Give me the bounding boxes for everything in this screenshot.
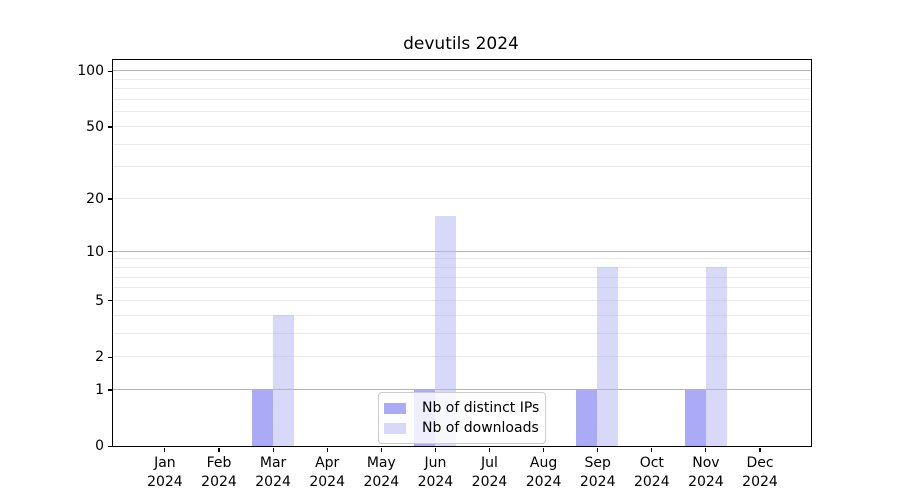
bar-downloads-mar (272, 315, 294, 446)
gridline-minor (113, 356, 811, 358)
x-tick-jan (164, 447, 166, 452)
y-tick-5 (108, 300, 112, 302)
x-tick-mar (272, 447, 274, 452)
x-tick-label-dec: Dec 2024 (742, 455, 778, 490)
gridline-minor (113, 287, 811, 289)
y-tick-10 (108, 250, 112, 253)
gridline-major (113, 250, 811, 252)
legend-item-downloads: Nb of downloads (384, 418, 539, 438)
x-tick-label-apr: Apr 2024 (309, 455, 345, 490)
y-tick-2 (108, 356, 112, 358)
y-tick-label-10: 10 (86, 243, 104, 260)
gridline-minor (113, 126, 811, 127)
x-tick-label-feb: Feb 2024 (201, 455, 237, 490)
legend-label-downloads: Nb of downloads (422, 420, 539, 436)
x-tick-may (380, 447, 382, 452)
gridline-minor (113, 78, 811, 80)
x-tick-dec (759, 447, 761, 452)
gridline-minor (113, 166, 811, 168)
x-tick-label-sep: Sep 2024 (579, 455, 616, 490)
bar-downloads-jun (435, 215, 456, 446)
legend-label-distinct-ips: Nb of distinct IPs (422, 400, 540, 416)
x-tick-sep (597, 447, 599, 452)
legend: Nb of distinct IPs Nb of downloads (378, 392, 547, 444)
x-tick-label-may: May 2024 (363, 455, 400, 490)
y-tick-label-0: 0 (95, 438, 104, 455)
bar-distinct-ips-sep (576, 389, 598, 446)
plot-area (112, 59, 812, 447)
x-tick-apr (326, 447, 328, 452)
gridline-minor (113, 276, 811, 278)
x-tick-aug (543, 447, 545, 452)
gridline-minor (113, 99, 811, 101)
y-tick-20 (108, 198, 112, 200)
legend-swatch-distinct-ips (384, 402, 406, 414)
y-tick-50 (108, 126, 112, 128)
gridline-minor (113, 314, 811, 316)
legend-swatch-downloads (384, 422, 406, 434)
x-tick-label-nov: Nov 2024 (688, 455, 724, 490)
gridline-minor (113, 332, 811, 334)
legend-item-distinct-ips: Nb of distinct IPs (384, 398, 539, 418)
x-tick-label-oct: Oct 2024 (633, 455, 670, 490)
x-tick-label-jan: Jan 2024 (147, 455, 183, 490)
gridline-minor (113, 266, 811, 268)
bar-downloads-sep (597, 267, 619, 446)
y-tick-label-20: 20 (86, 191, 104, 207)
bar-downloads-nov (705, 267, 727, 446)
x-tick-label-jun: Jun 2024 (417, 455, 454, 490)
gridline-minor (113, 111, 811, 113)
y-tick-label-1: 1 (95, 382, 104, 399)
y-tick-0 (108, 445, 112, 447)
x-tick-label-aug: Aug 2024 (525, 455, 562, 490)
gridline-minor (113, 198, 811, 200)
y-tick-1 (108, 389, 112, 391)
gridline-minor (113, 299, 811, 301)
x-tick-jul (488, 447, 491, 452)
x-tick-jun (434, 447, 436, 452)
y-tick-label-100: 100 (77, 63, 104, 80)
bar-distinct-ips-mar (251, 389, 273, 446)
y-tick-100 (108, 70, 112, 72)
gridline-minor (113, 143, 811, 145)
x-tick-label-jul: Jul 2024 (471, 455, 508, 490)
gridline-minor (113, 258, 811, 260)
y-tick-label-2: 2 (95, 349, 104, 366)
x-tick-label-mar: Mar 2024 (255, 455, 291, 490)
y-tick-label-5: 5 (95, 292, 104, 309)
chart-title: devutils 2024 (403, 34, 519, 54)
x-tick-nov (705, 447, 707, 452)
x-tick-feb (218, 447, 220, 452)
gridline-major (113, 70, 811, 72)
gridline-minor (113, 88, 811, 90)
bar-distinct-ips-nov (684, 389, 706, 446)
y-tick-label-50: 50 (86, 118, 104, 135)
x-tick-oct (651, 447, 653, 452)
gridline-major (113, 389, 811, 391)
